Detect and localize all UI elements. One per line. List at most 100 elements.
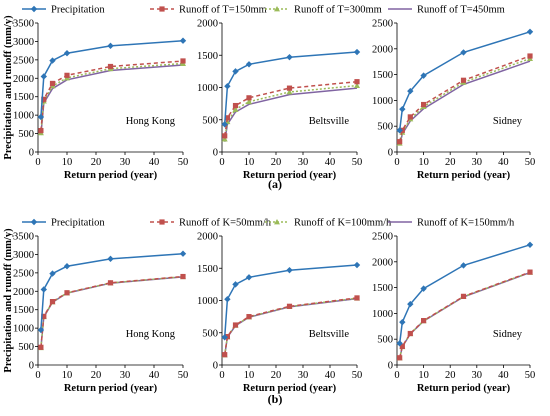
data-point: [354, 295, 360, 301]
legend-marker: [274, 6, 280, 12]
y-tick-label: 2500: [13, 268, 34, 279]
x-tick-label: 50: [178, 370, 189, 381]
legend-marker: [30, 218, 38, 226]
data-point: [180, 58, 186, 64]
data-point: [224, 334, 230, 340]
y-tick-label: 2000: [13, 287, 34, 298]
legend-marker: [30, 5, 38, 13]
series-line: [398, 271, 531, 359]
y-tick-label: 1000: [13, 324, 34, 335]
data-point: [353, 48, 361, 56]
location-label: Beltsville: [309, 116, 350, 127]
data-point: [49, 57, 56, 64]
location-label: Sidney: [493, 116, 523, 127]
legend-label: Runoff of K=100mm/h: [294, 218, 392, 229]
data-point: [460, 77, 467, 83]
x-tick-label: 50: [352, 370, 363, 381]
legend-label: Runoff of T=300mm: [294, 5, 382, 16]
x-tick-label: 20: [91, 157, 102, 168]
data-point: [63, 263, 71, 270]
chart-hong-kong: 0 500 1000 1500 2000 2500 3000 3500 0 10 20 30 40 50 R…: [3, 15, 188, 181]
legend-marker: [159, 219, 165, 225]
x-tick-label: 30: [472, 370, 483, 381]
y-tick-label: 0: [213, 148, 218, 159]
data-point: [407, 114, 413, 120]
data-point: [41, 96, 47, 102]
data-point: [286, 53, 293, 61]
x-axis-label: Return period (year): [243, 383, 337, 394]
data-point: [460, 49, 467, 56]
x-tick-label: 0: [35, 157, 40, 168]
data-point: [246, 314, 252, 320]
x-tick-label: 20: [271, 157, 282, 168]
data-point: [224, 83, 231, 90]
data-point: [246, 98, 252, 105]
data-point: [399, 343, 405, 350]
data-point: [286, 303, 293, 309]
data-point: [399, 318, 406, 326]
data-point: [49, 270, 56, 277]
series-line: [398, 57, 531, 144]
data-point: [40, 286, 47, 293]
series-line: [398, 244, 531, 344]
x-axis-label: Return period (year): [243, 170, 337, 181]
y-tick-label: 0: [29, 148, 34, 159]
y-tick-label: 3500: [13, 232, 34, 243]
legend-label: Runoff of K=50mm/h: [179, 218, 272, 229]
data-point: [420, 285, 427, 292]
data-point: [37, 113, 45, 121]
x-tick-label: 30: [120, 157, 131, 168]
x-tick-label: 40: [325, 370, 336, 381]
data-point: [107, 280, 114, 286]
data-point: [40, 73, 47, 80]
data-point: [396, 340, 403, 347]
data-point: [527, 269, 533, 275]
x-tick-label: 20: [91, 370, 102, 381]
legend-label: Precipitation: [51, 5, 105, 16]
x-tick-label: 10: [244, 157, 255, 168]
x-tick-label: 50: [525, 370, 536, 381]
y-tick-label: 1500: [372, 283, 393, 294]
legend-marker: [274, 219, 280, 225]
data-point: [397, 139, 403, 145]
y-tick-label: 3000: [13, 37, 34, 48]
data-point: [407, 87, 414, 95]
y-tick-label: 2500: [372, 19, 393, 30]
x-tick-label: 10: [418, 157, 429, 168]
data-point: [49, 299, 56, 305]
y-tick-label: 3000: [13, 250, 34, 261]
series-line: [398, 55, 531, 142]
y-tick-label: 0: [388, 148, 393, 159]
y-tick-label: 1000: [197, 296, 218, 307]
data-point: [397, 355, 403, 361]
data-point: [407, 330, 413, 337]
x-axis-label: Return period (year): [64, 170, 158, 181]
x-axis-label: Return period (year): [417, 170, 511, 181]
data-point: [245, 274, 253, 281]
y-axis-label: Precipitation and runoff (mm/y): [3, 228, 14, 373]
data-point: [354, 82, 360, 88]
data-point: [396, 127, 403, 134]
x-tick-label: 0: [219, 157, 224, 168]
y-tick-label: 1000: [197, 83, 218, 94]
x-tick-label: 20: [445, 157, 456, 168]
x-tick-label: 40: [149, 157, 160, 168]
data-point: [107, 42, 114, 50]
data-point: [224, 115, 230, 121]
y-tick-label: 0: [388, 361, 393, 372]
series-line: [40, 252, 184, 331]
location-label: Hong Kong: [126, 116, 176, 127]
series-line: [398, 271, 531, 359]
data-point: [222, 133, 228, 139]
y-tick-label: 2000: [13, 74, 34, 85]
panel-label: (a): [268, 177, 282, 191]
data-point: [107, 63, 114, 70]
series-line: [398, 271, 531, 358]
y-tick-label: 1000: [13, 111, 34, 122]
data-point: [37, 326, 45, 334]
data-point: [221, 136, 228, 142]
data-point: [232, 322, 239, 328]
data-point: [460, 262, 467, 269]
data-point: [179, 37, 187, 44]
